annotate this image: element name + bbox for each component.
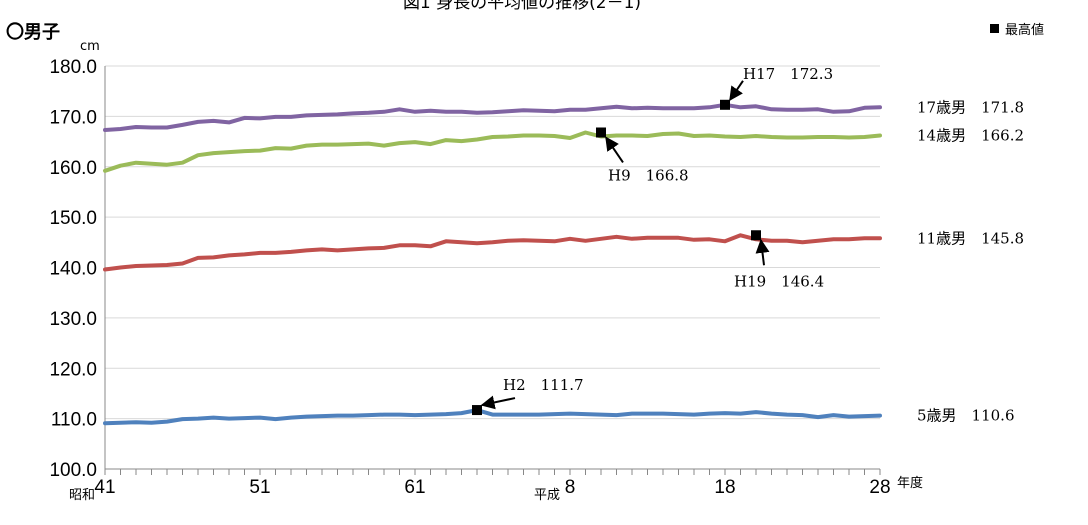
annotations: 17歳男 171.8 14歳男 166.2 11歳男 145.8 5歳男 110.6 H… <box>472 65 1024 425</box>
legend-label: 最高値 <box>1005 22 1044 38</box>
series-line <box>103 233 882 272</box>
y-tick-label: 150.0 <box>49 208 97 229</box>
max-marker <box>720 99 730 110</box>
chart-title: 図1 身長の平均値の推移(2－1) <box>403 0 641 13</box>
max-label: H2 111.7 <box>503 376 584 394</box>
x-tick-label: 18 <box>714 477 735 498</box>
y-tick-label: 130.0 <box>49 309 97 330</box>
max-label: H17 172.3 <box>743 65 833 83</box>
x-tick-label: 8 <box>565 477 576 498</box>
y-tick-label: 110.0 <box>51 410 97 431</box>
series-end-label: 17歳男 171.8 <box>917 98 1024 116</box>
max-label: H9 166.8 <box>608 166 689 184</box>
era-label: 昭和 <box>69 488 95 503</box>
y-tick-label: 100.0 <box>49 460 97 481</box>
series-line <box>103 408 882 426</box>
x-axis-label: 年度 <box>897 475 923 491</box>
era-label: 平成 <box>534 488 560 503</box>
max-marker <box>472 405 482 416</box>
series-end-label: 5歳男 110.6 <box>917 407 1015 425</box>
y-axis-unit: cm <box>80 39 100 54</box>
max-arrow <box>755 238 770 266</box>
legend-marker <box>990 24 999 33</box>
y-tick-label: 120.0 <box>49 359 97 380</box>
series-end-label: 14歳男 166.2 <box>917 127 1024 145</box>
series-line <box>103 130 882 173</box>
gridlines <box>105 65 880 470</box>
max-arrow <box>480 395 516 410</box>
series-line <box>103 102 882 132</box>
y-tick-label: 160.0 <box>49 158 97 179</box>
max-marker <box>751 230 761 241</box>
max-arrow <box>729 80 744 101</box>
y-tick-label: 140.0 <box>49 259 97 280</box>
x-tick-label: 41 <box>94 477 115 498</box>
series-end-label: 11歳男 145.8 <box>917 229 1024 247</box>
x-tick-label: 61 <box>404 477 425 498</box>
max-label: H19 146.4 <box>734 272 824 290</box>
legend: 最高値 <box>990 22 1044 38</box>
max-arrow <box>605 136 624 164</box>
y-tick-label: 180.0 <box>49 57 97 78</box>
chart-subtitle: 〇男子 <box>6 22 60 43</box>
max-marker <box>596 127 606 138</box>
x-tick-label: 28 <box>869 477 890 498</box>
series-lines <box>103 102 882 426</box>
x-tick-label: 51 <box>249 477 270 498</box>
y-tick-label: 170.0 <box>49 107 97 128</box>
